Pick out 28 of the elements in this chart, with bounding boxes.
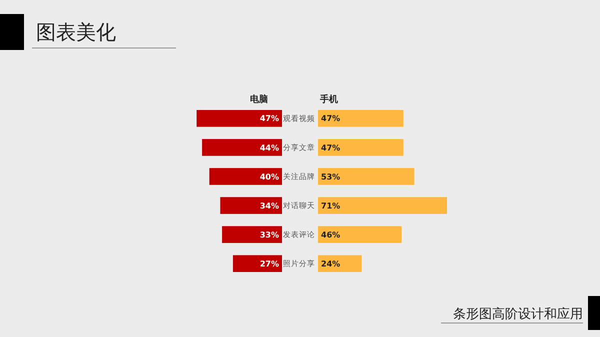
data-label: 27% bbox=[260, 259, 279, 268]
bar bbox=[318, 168, 414, 185]
bar bbox=[209, 168, 282, 185]
data-label: 33% bbox=[260, 230, 279, 240]
text: 条形图高阶设计和应用 bbox=[453, 306, 583, 322]
bar bbox=[220, 197, 282, 214]
data-label: 34% bbox=[260, 201, 279, 210]
data-label: 46% bbox=[321, 230, 340, 240]
data-label: 47% bbox=[321, 143, 340, 152]
data-label: 47% bbox=[260, 114, 279, 124]
bar bbox=[318, 197, 447, 214]
bar bbox=[196, 110, 282, 127]
data-label: 53% bbox=[321, 172, 340, 182]
bar bbox=[318, 110, 404, 127]
data-label: 71% bbox=[321, 201, 340, 210]
series-label: 电脑 bbox=[250, 94, 268, 105]
chart-title: 图表美化 bbox=[36, 20, 116, 44]
data-label: 40% bbox=[260, 172, 279, 182]
bar bbox=[202, 139, 282, 156]
data-label: 47% bbox=[321, 114, 340, 124]
bar bbox=[232, 255, 282, 272]
bar bbox=[222, 226, 282, 243]
data-label: 44% bbox=[260, 143, 279, 152]
bar bbox=[318, 139, 404, 156]
bar bbox=[318, 226, 402, 243]
series-label: 手机 bbox=[319, 94, 338, 105]
data-label: 24% bbox=[321, 259, 340, 268]
bar bbox=[318, 255, 362, 272]
